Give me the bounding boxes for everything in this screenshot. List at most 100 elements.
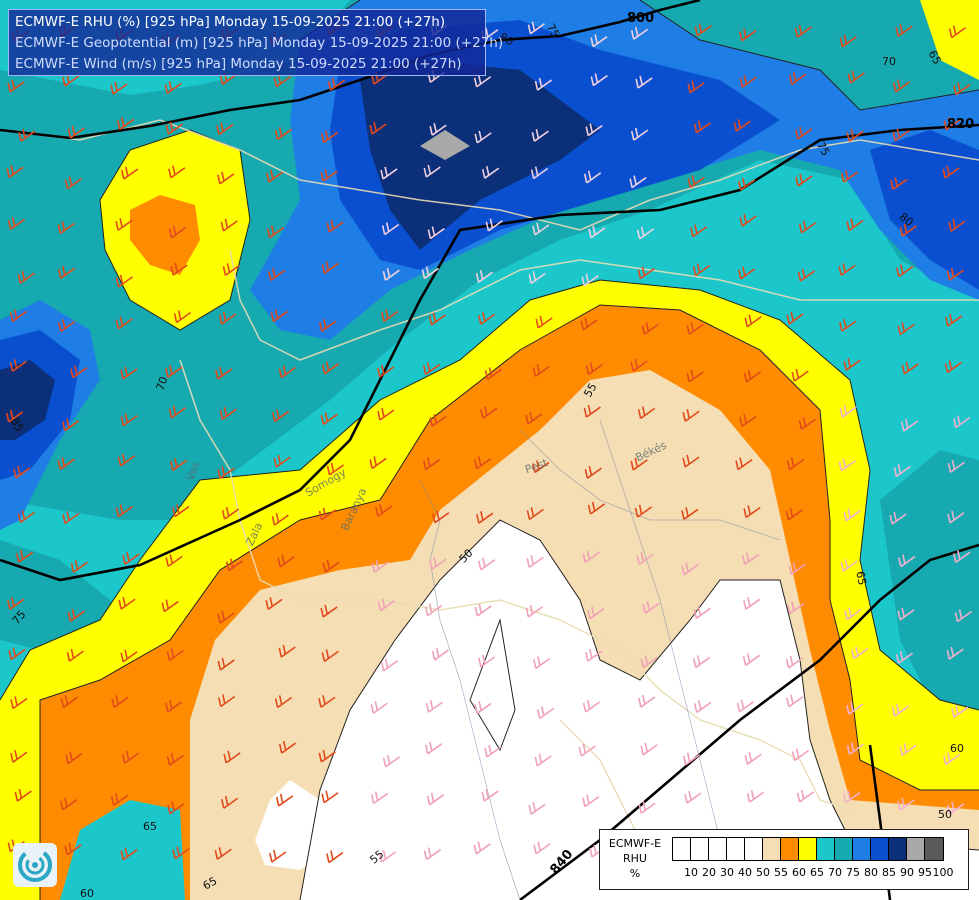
- wind-barb: [736, 699, 754, 713]
- rhu-65-area-ne: [920, 0, 979, 80]
- wind-barb: [839, 318, 857, 332]
- wind-barb: [585, 362, 604, 376]
- wind-barb: [525, 411, 543, 425]
- wind-barb: [693, 700, 712, 714]
- wind-barb: [425, 699, 444, 713]
- wind-barb: [693, 120, 712, 134]
- legend-title: ECMWF-E RHU %: [604, 836, 666, 881]
- wind-barb: [370, 701, 388, 714]
- wind-barb: [9, 309, 28, 323]
- wind-barb: [947, 510, 965, 524]
- wind-barb: [893, 79, 911, 93]
- wind-barb: [161, 599, 179, 613]
- wind-barb: [481, 166, 500, 179]
- wind-barb: [901, 361, 919, 375]
- rhu-label-50-east: 50: [938, 808, 952, 821]
- wind-barb: [532, 460, 550, 474]
- wind-barb: [891, 703, 910, 717]
- wind-barb: [172, 846, 190, 860]
- wind-barb: [66, 648, 84, 662]
- wind-barb: [369, 121, 387, 135]
- wind-barb: [121, 750, 140, 764]
- wind-barb: [484, 744, 502, 758]
- wind-barb: [326, 462, 345, 476]
- legend-swatch: [781, 838, 799, 860]
- wind-barb: [320, 130, 339, 144]
- wind-barb: [122, 552, 140, 565]
- title-rhu: ECMWF-E RHU (%) [925 hPa] Monday 15-09-2…: [15, 14, 446, 30]
- wind-barb: [582, 794, 600, 808]
- wind-barb: [838, 458, 856, 472]
- wind-barb: [165, 121, 183, 135]
- wind-barb: [474, 701, 492, 715]
- legend-tick: 30: [720, 866, 734, 879]
- legend-tick: 100: [932, 866, 954, 879]
- wind-barb: [371, 559, 389, 573]
- wind-barb: [110, 81, 128, 95]
- wind-barb: [532, 222, 550, 236]
- wind-barb: [890, 177, 908, 190]
- wind-barb: [318, 507, 336, 521]
- wind-barb: [18, 128, 36, 142]
- wind-barb: [421, 266, 439, 280]
- wind-barb: [321, 790, 339, 804]
- legend-tick: 10: [684, 866, 698, 879]
- wind-barb: [221, 506, 240, 520]
- wind-barb: [428, 312, 446, 326]
- legend-tick: 90: [900, 866, 914, 879]
- wind-barb: [587, 606, 605, 620]
- wind-barb: [217, 610, 235, 624]
- wind-barb: [897, 322, 915, 336]
- wind-barb: [630, 457, 648, 471]
- wind-barb: [273, 454, 291, 468]
- rhu-label-75-ne: 75: [814, 140, 832, 159]
- wind-barb: [473, 841, 491, 855]
- wind-barb: [116, 117, 135, 130]
- wind-barb: [641, 322, 659, 335]
- wind-barb: [422, 457, 441, 471]
- wind-barb: [223, 750, 241, 764]
- wind-barb: [60, 695, 78, 708]
- wind-barb: [115, 274, 134, 288]
- wind-barb: [686, 369, 704, 383]
- rivers: [419, 419, 781, 900]
- wind-barb: [687, 80, 705, 94]
- wind-barb: [687, 175, 705, 188]
- rhu-label-85: 85: [8, 416, 26, 435]
- wind-barb: [170, 458, 188, 471]
- wind-barb: [642, 601, 660, 614]
- wind-barb: [375, 503, 393, 517]
- wind-barb: [377, 407, 395, 421]
- rhu-label-60-sw: 60: [80, 887, 94, 900]
- wind-barb: [274, 127, 293, 140]
- wind-barb: [786, 694, 804, 708]
- wind-barb: [786, 311, 804, 325]
- wind-barb: [682, 409, 700, 422]
- wind-barb: [947, 460, 965, 473]
- wind-barb: [268, 268, 286, 282]
- wind-barb: [168, 225, 187, 239]
- wind-barb: [218, 311, 237, 325]
- legend-tick: 80: [864, 866, 878, 879]
- wind-barb: [798, 220, 817, 234]
- wind-barb: [943, 117, 961, 131]
- wind-barb: [640, 655, 658, 669]
- wind-barb: [381, 222, 400, 236]
- wind-barb: [785, 655, 804, 669]
- wind-barb: [846, 218, 864, 232]
- wind-barb: [327, 77, 346, 91]
- place-label-vas: Vas: [184, 460, 203, 483]
- wind-barb: [638, 801, 656, 814]
- wind-barb: [165, 554, 183, 568]
- wind-barb: [785, 507, 803, 521]
- wind-barb: [326, 850, 344, 864]
- rhu-label-60: 60: [950, 742, 964, 755]
- wind-barb: [215, 366, 233, 380]
- legend-swatch: [907, 838, 925, 860]
- wind-barb: [533, 656, 551, 670]
- wind-barb: [266, 169, 284, 183]
- wind-barb: [583, 170, 602, 184]
- wind-barb: [846, 742, 864, 755]
- wind-barb: [14, 788, 32, 802]
